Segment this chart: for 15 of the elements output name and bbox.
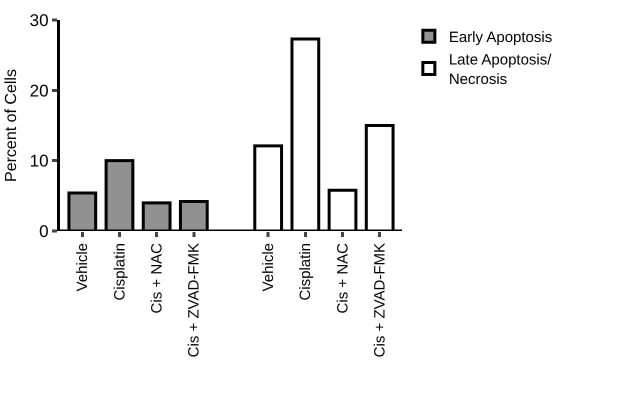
y-tick-label: 30 [30,10,49,30]
x-tick-label: Cis + NAC [148,242,166,314]
y-tick-label: 10 [30,152,49,171]
legend-label: Early Apoptosis [448,29,552,46]
x-tick-label: Cis + ZVAD-FMK [186,243,203,358]
y-tick-label: 0 [39,222,49,241]
y-tick-label: 20 [30,81,49,100]
x-tick-label: Vehicle [260,243,278,292]
x-tick-label: Cis + NAC [334,242,352,314]
x-tick-label: Cisplatin [111,243,128,301]
x-tick-label: Cisplatin [297,243,314,301]
legend-label: Late Apoptosis/ Necrosis [448,52,552,88]
x-tick-label: Vehicle [74,243,92,292]
y-axis-title: Percent of Cells [3,69,20,182]
x-tick-label: Cis + ZVAD-FMK [372,243,389,358]
